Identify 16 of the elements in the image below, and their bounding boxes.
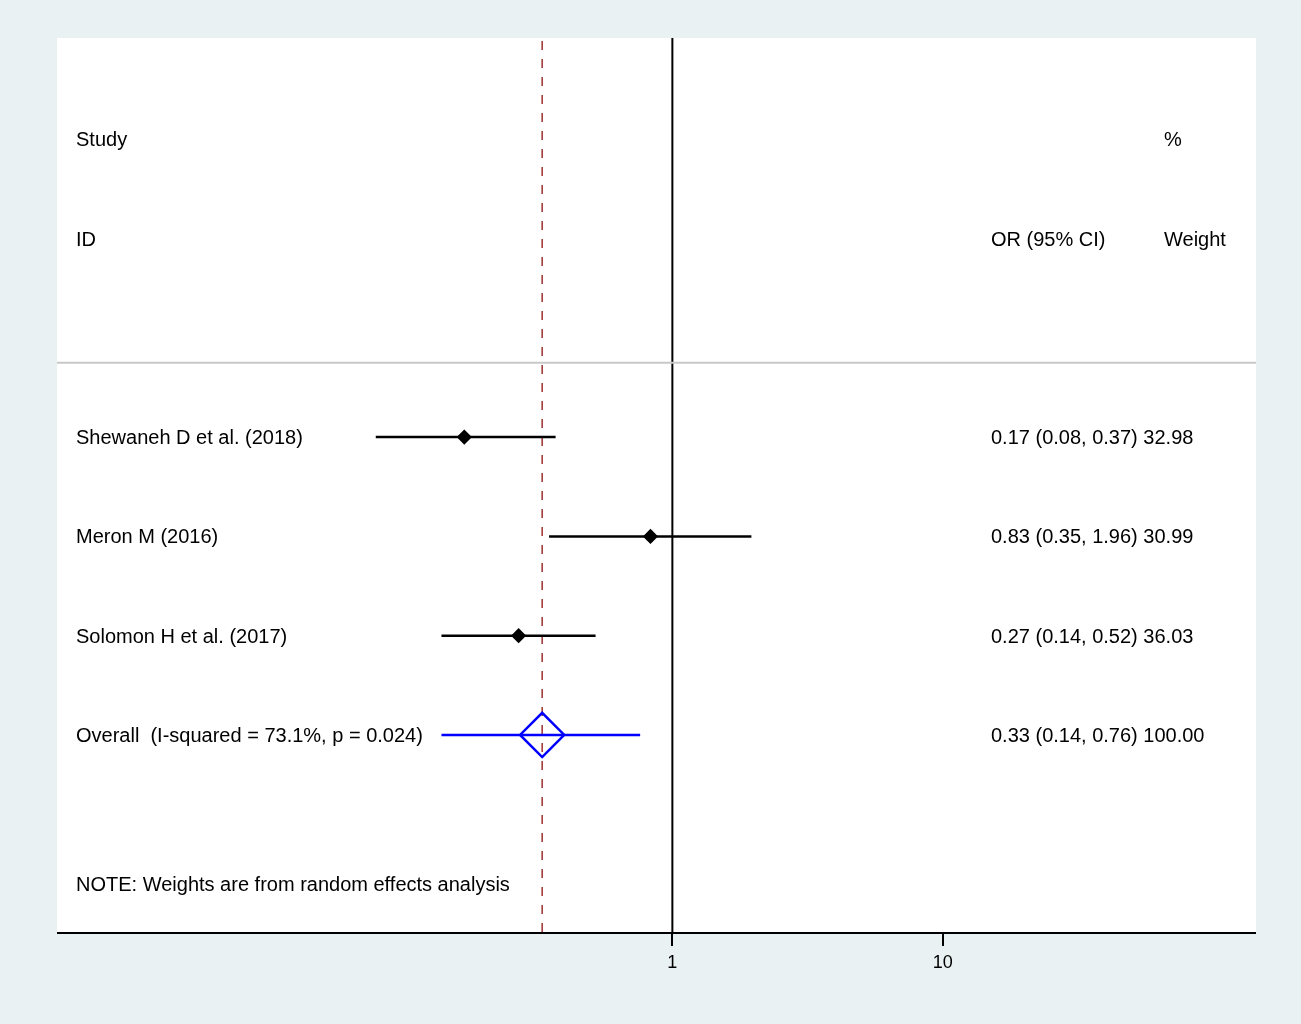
y-tick-label: Meron M (2016) (76, 525, 219, 547)
text: Weight (1164, 228, 1227, 250)
text: % (1164, 128, 1182, 150)
y-tick-label: Overall (I-squared = 73.1%, p = 0.024) (76, 724, 423, 746)
y-tick-label: Shewaneh D et al. (2018) (76, 426, 303, 448)
y-tick-label: Solomon H et al. (2017) (76, 625, 288, 647)
text: 0.83 (0.35, 1.96) 30.99 (991, 525, 1194, 547)
x-tick-label: 10 (932, 951, 953, 972)
text: 0.33 (0.14, 0.76) 100.00 (991, 724, 1205, 746)
text: 0.27 (0.14, 0.52) 36.03 (991, 625, 1194, 647)
text: NOTE: Weights are from random effects analysis (76, 873, 510, 895)
text: 0.17 (0.08, 0.37) 32.98 (991, 426, 1194, 448)
text: ID (76, 228, 96, 250)
x-tick-label: 1 (667, 951, 678, 972)
text: OR (95% CI) (991, 228, 1106, 250)
text: Study (76, 128, 128, 150)
